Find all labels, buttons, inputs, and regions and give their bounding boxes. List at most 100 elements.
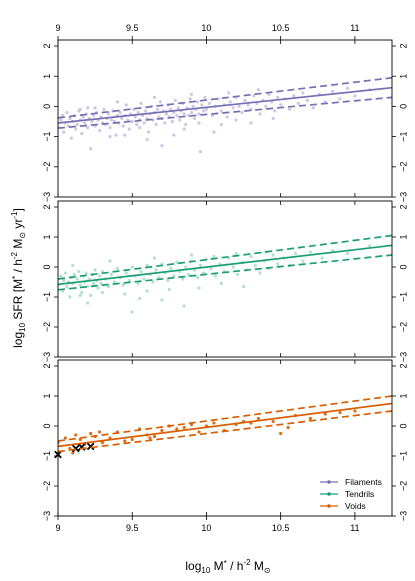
y-ticks-tendrils: −3 −3 −2 −2 −1 −1 0 0 1 1 2 2: [42, 204, 408, 362]
y-tick-label: 0: [42, 104, 52, 109]
point-filaments: [188, 97, 192, 101]
point-filaments: [108, 135, 112, 139]
point-filaments: [74, 127, 78, 131]
point-filaments: [154, 122, 158, 127]
top-x-tick-label: 11: [350, 23, 359, 33]
point-tendrils: [301, 259, 305, 263]
point-filaments: [170, 119, 174, 124]
point-tendrils: [62, 278, 66, 283]
point-filaments: [60, 113, 65, 118]
point-tendrils: [100, 290, 105, 295]
y-ticks-voids: −3 −3 −2 −2 −1 −1 0 0 1 1 2 2: [42, 363, 408, 521]
point-tendrils: [160, 298, 164, 302]
point-filaments: [138, 126, 142, 130]
y-tick-label: −3: [398, 511, 408, 521]
point-tendrils: [127, 278, 131, 283]
upper-bound-line-tendrils: [58, 234, 392, 280]
point-voids: [98, 430, 102, 434]
point-tendrils: [78, 283, 82, 287]
point-tendrils: [75, 277, 79, 281]
point-tendrils: [115, 266, 119, 271]
y-tick-label: 0: [398, 264, 408, 269]
legend-entry-tendrils: Tendrils: [320, 489, 374, 499]
y-tick-label: −1: [42, 131, 52, 141]
point-tendrils: [99, 281, 103, 286]
bottom-x-tick-label: 9: [55, 523, 60, 533]
point-tendrils: [184, 265, 188, 269]
point-filaments: [197, 112, 201, 116]
y-tick-label: −3: [42, 511, 52, 521]
y-tick-label: 2: [398, 363, 408, 368]
y-tick-label: 1: [42, 74, 52, 79]
point-voids: [148, 436, 152, 440]
point-tendrils: [93, 268, 97, 272]
x-ticks-tendrils: [57, 201, 356, 357]
point-voids: [63, 436, 67, 440]
point-filaments: [81, 115, 85, 119]
legend-label-filaments: Filaments: [345, 477, 382, 487]
point-filaments: [182, 127, 186, 131]
x-ticks-voids: [57, 360, 356, 516]
point-tendrils: [182, 304, 186, 308]
point-tendrils: [172, 274, 176, 278]
point-filaments: [243, 98, 247, 102]
point-voids: [256, 416, 260, 421]
point-filaments: [158, 100, 162, 104]
point-filaments: [279, 103, 283, 107]
x-marker: [86, 442, 95, 451]
point-tendrils: [130, 310, 134, 314]
top-x-tick-labels: 9 9.5 10 10.5 11: [55, 23, 360, 40]
point-tendrils: [96, 286, 100, 290]
point-voids: [89, 431, 93, 436]
point-filaments: [68, 116, 72, 121]
point-tendrils: [130, 265, 134, 269]
point-filaments: [92, 113, 96, 118]
point-tendrils: [308, 250, 312, 254]
top-x-tick-label: 9.5: [126, 23, 139, 33]
point-filaments: [212, 130, 216, 134]
point-filaments: [157, 115, 161, 119]
upper-bound-line-voids: [58, 395, 392, 442]
point-filaments: [190, 110, 194, 115]
point-filaments: [164, 112, 168, 116]
bottom-x-tick-label: 11: [350, 523, 359, 533]
point-filaments: [78, 107, 82, 111]
point-tendrils: [249, 254, 253, 259]
point-filaments: [108, 126, 112, 130]
point-filaments: [246, 103, 250, 107]
y-axis-label: log10 SFR [M* / h-2 M⊙ yr-1]: [10, 208, 27, 348]
point-filaments: [120, 116, 124, 121]
point-filaments: [219, 122, 223, 127]
point-voids: [71, 451, 75, 455]
point-tendrils: [197, 286, 201, 290]
y-tick-label: 2: [42, 44, 52, 49]
panels-group: −3 −3−2 −2−1 −10 01 12 2−3 −3−2 −2−1 −10 01 12 2−3 −3…: [42, 39, 408, 521]
point-filaments: [345, 86, 350, 90]
point-tendrils: [77, 269, 81, 274]
point-tendrils: [80, 290, 84, 295]
point-tendrils: [136, 281, 140, 286]
y-tick-label: 2: [42, 204, 52, 209]
point-filaments: [207, 101, 211, 105]
legend-label-tendrils: Tendrils: [345, 489, 374, 499]
point-filaments: [258, 112, 262, 116]
point-filaments: [172, 133, 176, 137]
point-filaments: [227, 91, 231, 95]
point-filaments: [234, 118, 238, 122]
y-tick-label: −2: [398, 322, 408, 332]
y-tick-label: −1: [42, 292, 52, 302]
panel-tendrils: −3 −3 −2 −2 −1 −1 0 0 1 1 2 2: [42, 200, 408, 362]
y-tick-label: −2: [42, 322, 52, 332]
point-filaments: [139, 101, 143, 105]
point-filaments: [237, 104, 241, 108]
point-tendrils: [190, 253, 194, 257]
point-voids: [212, 421, 216, 425]
point-tendrils: [65, 284, 69, 289]
y-tick-label: 2: [42, 363, 52, 368]
point-filaments: [249, 121, 253, 125]
fit-line-tendrils: [58, 244, 392, 286]
point-filaments: [311, 106, 315, 110]
point-filaments: [145, 138, 149, 142]
point-filaments: [338, 97, 342, 101]
y-tick-label: 2: [398, 204, 408, 209]
